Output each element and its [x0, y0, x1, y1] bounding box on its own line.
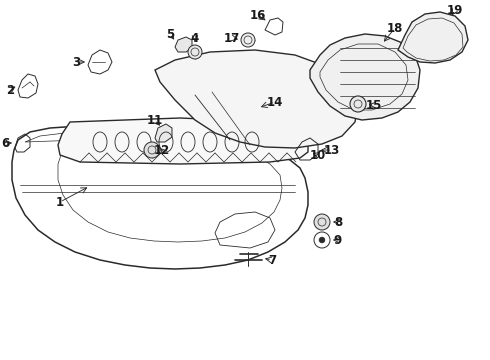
Polygon shape — [155, 50, 358, 148]
Text: 3: 3 — [72, 55, 80, 68]
Text: 7: 7 — [268, 253, 276, 266]
Circle shape — [319, 237, 325, 243]
Text: 12: 12 — [154, 144, 170, 157]
Text: 2: 2 — [6, 84, 14, 96]
Text: 1: 1 — [56, 195, 64, 208]
Text: 6: 6 — [1, 136, 9, 149]
Text: 13: 13 — [324, 144, 340, 157]
Polygon shape — [58, 118, 308, 164]
Polygon shape — [155, 124, 172, 142]
Polygon shape — [175, 37, 192, 52]
Polygon shape — [398, 12, 468, 63]
Polygon shape — [310, 34, 420, 120]
Text: 15: 15 — [366, 99, 382, 112]
Text: 9: 9 — [334, 234, 342, 247]
Circle shape — [350, 96, 366, 112]
Text: 10: 10 — [310, 149, 326, 162]
Circle shape — [241, 33, 255, 47]
Text: 8: 8 — [334, 216, 342, 229]
Circle shape — [188, 45, 202, 59]
Text: 5: 5 — [166, 27, 174, 41]
Circle shape — [144, 142, 160, 158]
Text: 11: 11 — [147, 113, 163, 126]
Text: 16: 16 — [250, 9, 266, 22]
Text: 14: 14 — [267, 95, 283, 108]
Text: 18: 18 — [387, 22, 403, 35]
Text: 17: 17 — [224, 32, 240, 45]
Circle shape — [314, 214, 330, 230]
Text: 4: 4 — [191, 32, 199, 45]
Text: 19: 19 — [447, 4, 463, 17]
